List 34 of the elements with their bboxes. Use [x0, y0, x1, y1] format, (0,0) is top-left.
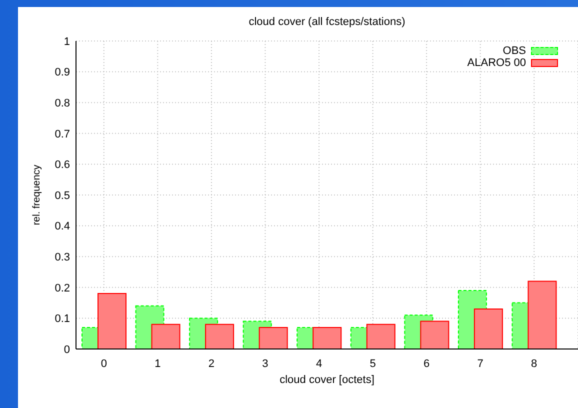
chart-title: cloud cover (all fcsteps/stations) — [248, 16, 406, 28]
x-tick-label: 4 — [316, 358, 322, 370]
legend-label: ALARO5 00 — [467, 57, 526, 69]
bar — [205, 324, 234, 349]
y-tick-label: 0.6 — [54, 159, 70, 172]
legend-label: OBS — [502, 45, 526, 57]
y-tick-label: 0.4 — [54, 220, 70, 233]
y-tick-label: 0.7 — [54, 128, 70, 140]
bar — [151, 324, 180, 349]
y-tick-label: 0.8 — [54, 98, 70, 110]
y-tick-label: 0.5 — [54, 190, 70, 202]
y-axis-title: rel. frequency — [32, 164, 43, 226]
y-tick-label: 0 — [64, 344, 70, 356]
bar — [312, 326, 342, 349]
y-tick-label: 0.3 — [54, 252, 70, 264]
x-tick-label: 5 — [370, 358, 376, 370]
x-tick-label: 6 — [423, 358, 430, 370]
bar — [474, 308, 503, 349]
bar — [528, 280, 557, 349]
y-tick-label: 0.9 — [54, 66, 70, 79]
x-axis-title: cloud cover [octets] — [280, 374, 374, 386]
bar — [98, 293, 126, 349]
x-tick-label: 3 — [262, 358, 268, 370]
bar — [258, 326, 288, 349]
y-tick-label: 0.2 — [54, 282, 70, 294]
bar — [420, 320, 450, 349]
x-tick-label: 7 — [477, 358, 484, 370]
x-tick-label: 1 — [154, 358, 161, 370]
x-tick-label: 2 — [208, 358, 215, 370]
x-tick-label: 8 — [531, 358, 538, 370]
y-tick-label: 1 — [64, 36, 70, 48]
y-tick-label: 0.1 — [54, 313, 70, 326]
bar — [366, 324, 396, 349]
x-tick-label: 0 — [100, 358, 107, 370]
